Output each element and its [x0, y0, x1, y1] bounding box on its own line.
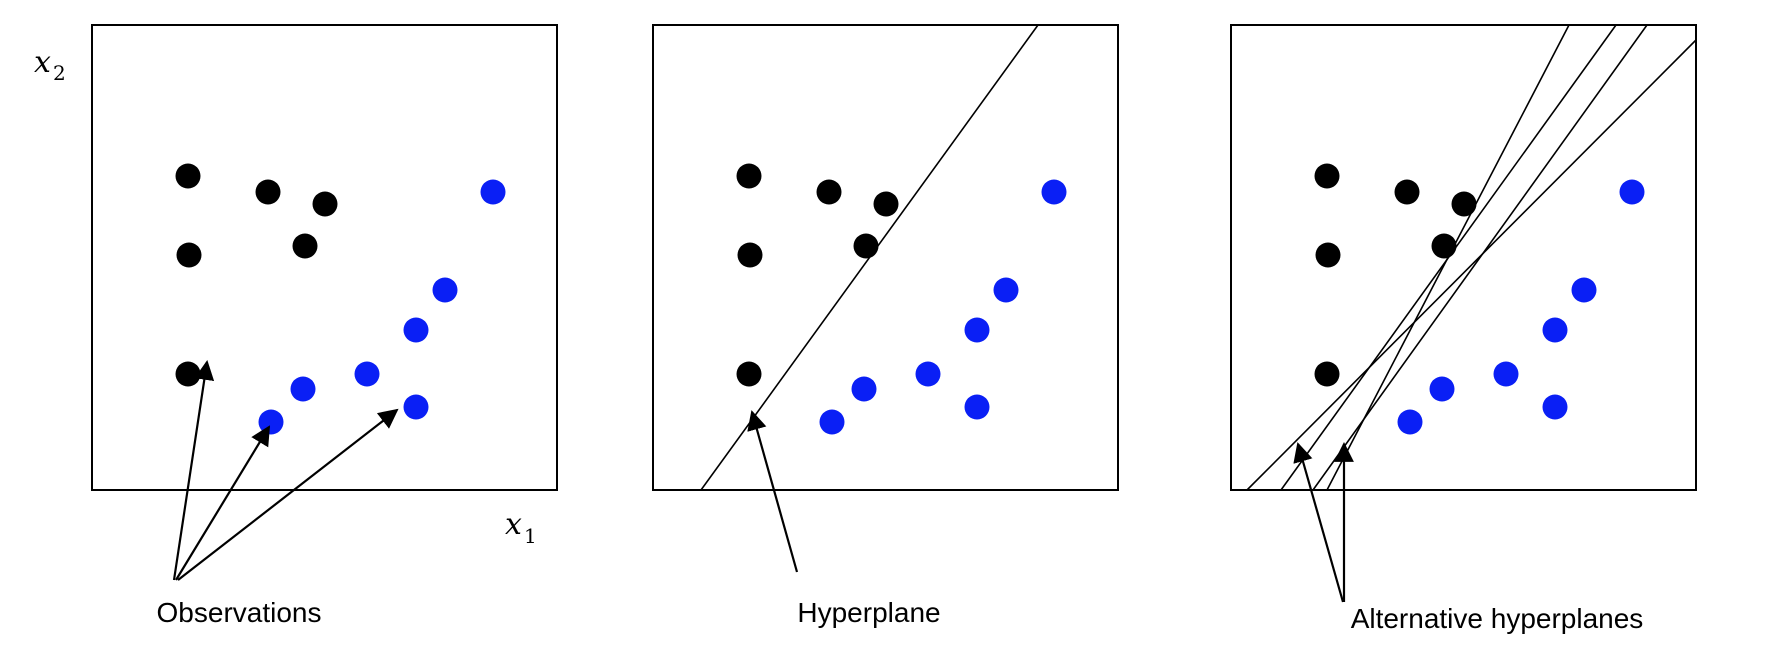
arrow-to-alt-hyperplane-1 — [1293, 442, 1345, 603]
observation-class-b-3 — [403, 317, 429, 343]
caption-alternative-hyperplanes: Alternative hyperplanes — [1351, 603, 1644, 634]
observation-class-a-5 — [292, 233, 318, 259]
observation-class-b-3 — [1542, 317, 1568, 343]
observation-class-a-6 — [175, 361, 201, 387]
observation-class-b-3 — [964, 317, 990, 343]
observation-class-b-7 — [258, 409, 284, 435]
y-axis-var: x — [34, 45, 51, 80]
observation-points — [736, 163, 1067, 435]
observation-class-a-3 — [873, 191, 899, 217]
x-axis-label: x 1 — [505, 507, 537, 548]
panel-hyperplane — [652, 24, 1119, 491]
arrow-to-observation-3 — [177, 408, 399, 581]
observation-class-a-3 — [1451, 191, 1477, 217]
observation-class-a-4 — [1315, 242, 1341, 268]
x-axis-subscript: 1 — [524, 524, 537, 548]
observation-class-b-4 — [915, 361, 941, 387]
observation-class-b-4 — [354, 361, 380, 387]
observation-class-b-6 — [964, 394, 990, 420]
panel-observations — [91, 24, 558, 491]
observation-class-a-2 — [816, 179, 842, 205]
observation-class-b-6 — [1542, 394, 1568, 420]
observation-class-a-4 — [737, 242, 763, 268]
panel-frame — [652, 24, 1119, 491]
observation-class-a-2 — [1394, 179, 1420, 205]
observation-class-b-1 — [1041, 179, 1067, 205]
x-axis-var: x — [505, 507, 522, 542]
observation-points — [1314, 163, 1645, 435]
observation-class-a-5 — [1431, 233, 1457, 259]
panel-frame — [91, 24, 558, 491]
observation-class-b-6 — [403, 394, 429, 420]
caption-observations: Observations — [157, 597, 322, 628]
observation-class-a-6 — [736, 361, 762, 387]
observation-class-b-4 — [1493, 361, 1519, 387]
hyperplane-lines — [1246, 24, 1697, 491]
observation-class-a-1 — [1314, 163, 1340, 189]
observation-class-b-1 — [480, 179, 506, 205]
hyperplane-line-3 — [1312, 24, 1648, 491]
observation-class-b-5 — [290, 376, 316, 402]
arrow-to-observation-1 — [172, 360, 215, 581]
observation-points — [175, 163, 506, 435]
observation-class-b-2 — [993, 277, 1019, 303]
observation-class-b-2 — [1571, 277, 1597, 303]
panel-alternative-hyperplanes — [1230, 24, 1697, 491]
observation-class-b-5 — [1429, 376, 1455, 402]
y-axis-subscript: 2 — [53, 61, 66, 85]
caption-hyperplane: Hyperplane — [797, 597, 940, 628]
observation-class-b-5 — [851, 376, 877, 402]
annotation-arrows — [172, 360, 1354, 603]
observation-class-b-7 — [1397, 409, 1423, 435]
y-axis-label: x 2 — [34, 45, 66, 85]
observation-class-b-7 — [819, 409, 845, 435]
observation-class-a-3 — [312, 191, 338, 217]
observation-class-a-2 — [255, 179, 281, 205]
observation-class-b-1 — [1619, 179, 1645, 205]
observation-class-a-1 — [175, 163, 201, 189]
observation-class-a-5 — [853, 233, 879, 259]
observation-class-a-4 — [176, 242, 202, 268]
panel-frame — [1230, 24, 1697, 491]
observation-class-a-6 — [1314, 361, 1340, 387]
observation-class-b-2 — [432, 277, 458, 303]
arrow-to-hyperplane — [747, 410, 799, 573]
observation-class-a-1 — [736, 163, 762, 189]
arrow-to-observation-2 — [175, 425, 271, 581]
hyperplane-line-1 — [1246, 39, 1697, 491]
